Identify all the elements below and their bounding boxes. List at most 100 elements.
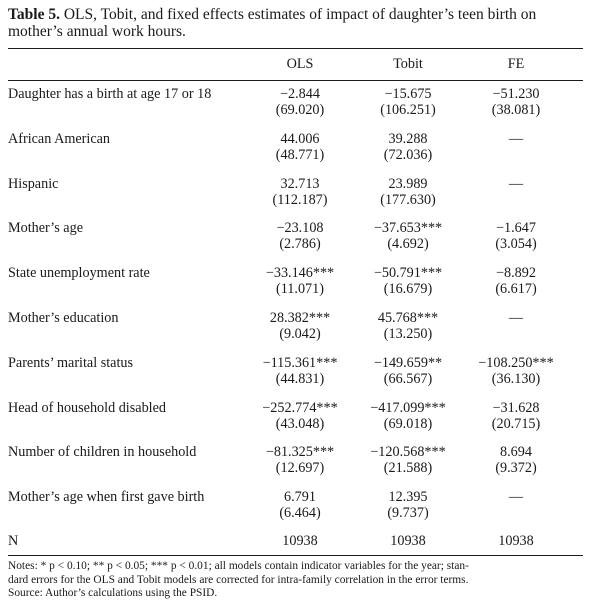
std-error-tobit: (69.018) — [383, 416, 433, 432]
row-label: State unemployment rate — [8, 265, 150, 281]
cell-fe: — — [456, 176, 576, 192]
estimate-fe: — — [508, 176, 524, 192]
std-error-ols: (43.048) — [275, 416, 325, 432]
cell-ols: −115.361*** (44.831) — [240, 355, 360, 387]
estimate-ols: −23.108 — [276, 220, 324, 236]
cell-ols: 32.713 (112.187) — [240, 176, 360, 208]
estimate-tobit: −37.653*** — [373, 220, 443, 236]
std-error-ols: (69.020) — [275, 102, 325, 118]
cell-ols: 6.791 (6.464) — [240, 489, 360, 521]
estimate-fe: −31.628 — [492, 400, 540, 416]
cell-tobit: −15.675 (106.251) — [348, 86, 468, 118]
std-error-ols: (48.771) — [275, 147, 325, 163]
notes-line-2: dard errors for the OLS and Tobit models… — [8, 573, 469, 586]
std-error-ols: (44.831) — [275, 371, 325, 387]
std-error-ols: (11.071) — [276, 281, 324, 297]
estimate-fe: −8.892 — [496, 265, 536, 281]
n-tobit: 10938 — [390, 533, 426, 549]
cell-ols: −23.108 (2.786) — [240, 220, 360, 252]
col-header-tobit: Tobit — [393, 56, 423, 72]
std-error-ols: (6.464) — [279, 505, 321, 521]
col-header-fe: FE — [507, 56, 525, 72]
estimate-tobit: −417.099*** — [370, 400, 446, 416]
cell-tobit: −417.099*** (69.018) — [348, 400, 468, 432]
cell-tobit: 12.395 (9.737) — [348, 489, 468, 521]
cell-ols: −252.774*** (43.048) — [240, 400, 360, 432]
estimate-fe: — — [508, 489, 524, 505]
estimate-tobit: 45.768*** — [377, 310, 439, 326]
cell-tobit: −149.659** (66.567) — [348, 355, 468, 387]
cell-ols: −2.844 (69.020) — [240, 86, 360, 118]
estimate-ols: −81.325*** — [265, 444, 335, 460]
std-error-ols: (2.786) — [279, 236, 321, 252]
row-label: Parents’ marital status — [8, 355, 134, 371]
estimate-ols: 44.006 — [280, 131, 320, 147]
std-error-tobit: (16.679) — [383, 281, 433, 297]
std-error-tobit: (21.588) — [383, 460, 433, 476]
cell-tobit: −120.568*** (21.588) — [348, 444, 468, 476]
std-error-tobit: (13.250) — [383, 326, 433, 342]
cell-ols: 28.382*** (9.042) — [240, 310, 360, 342]
cell-fe: — — [456, 489, 576, 505]
col-header-ols: OLS — [286, 56, 314, 72]
table-label: Table 5. — [8, 6, 60, 23]
std-error-ols: (12.697) — [275, 460, 325, 476]
estimate-tobit: 23.989 — [388, 176, 428, 192]
std-error-tobit: (66.567) — [383, 371, 433, 387]
table-caption: Table 5. OLS, Tobit, and fixed effects e… — [8, 6, 594, 40]
std-error-tobit: (9.737) — [387, 505, 429, 521]
std-error-fe: (3.054) — [495, 236, 537, 252]
bottom-rule — [8, 555, 583, 556]
cell-tobit: −37.653*** (4.692) — [348, 220, 468, 252]
estimate-tobit: −149.659** — [373, 355, 443, 371]
cell-fe: −8.892 (6.617) — [456, 265, 576, 297]
cell-tobit: 39.288 (72.036) — [348, 131, 468, 163]
estimate-fe: 8.694 — [500, 444, 532, 460]
cell-tobit: 45.768*** (13.250) — [348, 310, 468, 342]
cell-tobit: 23.989 (177.630) — [348, 176, 468, 208]
std-error-fe: (20.715) — [491, 416, 541, 432]
cell-fe: −108.250*** (36.130) — [456, 355, 576, 387]
estimate-tobit: 12.395 — [388, 489, 428, 505]
row-label: Daughter has a birth at age 17 or 18 — [8, 86, 212, 102]
row-label: Hispanic — [8, 176, 59, 192]
estimate-fe: — — [508, 310, 524, 326]
estimate-ols: −33.146*** — [265, 265, 335, 281]
row-label: Mother’s age — [8, 220, 83, 236]
estimate-ols: −2.844 — [280, 86, 320, 102]
std-error-ols: (9.042) — [279, 326, 321, 342]
cell-fe: −1.647 (3.054) — [456, 220, 576, 252]
estimate-fe: −108.250*** — [478, 355, 554, 371]
std-error-tobit: (106.251) — [380, 102, 436, 118]
header-rule — [8, 80, 583, 81]
std-error-tobit: (4.692) — [387, 236, 429, 252]
cell-fe: −31.628 (20.715) — [456, 400, 576, 432]
top-rule — [8, 48, 583, 49]
estimate-ols: −252.774*** — [262, 400, 338, 416]
row-label: Number of children in household — [8, 444, 197, 460]
estimate-fe: −1.647 — [496, 220, 536, 236]
std-error-fe: (36.130) — [491, 371, 541, 387]
std-error-tobit: (177.630) — [380, 192, 436, 208]
row-label: Mother’s education — [8, 310, 119, 326]
cell-tobit: −50.791*** (16.679) — [348, 265, 468, 297]
cell-fe: — — [456, 131, 576, 147]
estimate-ols: 32.713 — [280, 176, 320, 192]
cell-fe: 8.694 (9.372) — [456, 444, 576, 476]
cell-ols: 44.006 (48.771) — [240, 131, 360, 163]
cell-fe: −51.230 (38.081) — [456, 86, 576, 118]
cell-fe: — — [456, 310, 576, 326]
table-title: OLS, Tobit, and fixed effects estimates … — [8, 6, 537, 40]
estimate-tobit: 39.288 — [388, 131, 428, 147]
std-error-fe: (9.372) — [495, 460, 537, 476]
row-label: Head of household disabled — [8, 400, 166, 416]
n-row-label: N — [8, 533, 19, 549]
table-notes: Notes: * p < 0.10; ** p < 0.05; *** p < … — [8, 560, 590, 601]
estimate-fe: — — [508, 131, 524, 147]
n-fe: 10938 — [498, 533, 534, 549]
std-error-fe: (6.617) — [495, 281, 537, 297]
estimate-tobit: −120.568*** — [370, 444, 446, 460]
row-label: Mother’s age when first gave birth — [8, 489, 205, 505]
std-error-ols: (112.187) — [272, 192, 328, 208]
